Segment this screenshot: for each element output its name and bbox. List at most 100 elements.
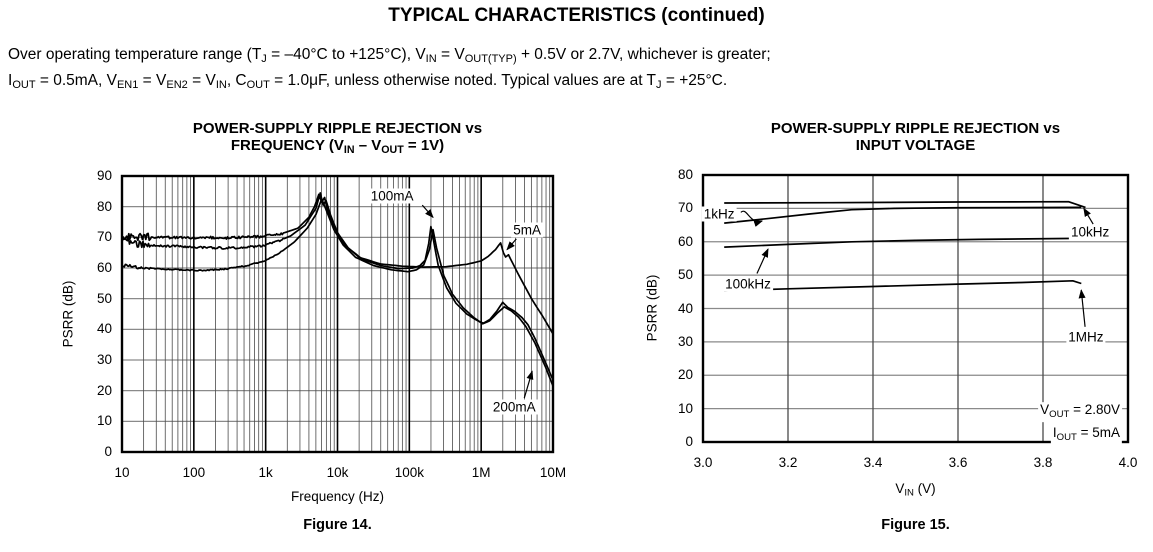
- x-tick-label: 4.0: [1118, 455, 1138, 470]
- subscript: IN: [904, 487, 914, 499]
- text-run: = 0.5mA, V: [35, 72, 117, 90]
- text-run: (V): [913, 481, 936, 496]
- y-tick-label: 60: [677, 233, 693, 249]
- text-run: I: [8, 72, 13, 90]
- text-run: POWER-SUPPLY RIPPLE REJECTION vs: [192, 120, 483, 137]
- text-run: + 0.5V or 2.7V, whichever is greater;: [516, 46, 771, 63]
- text-run: I: [1052, 424, 1057, 440]
- subscript: OUT(TYP): [464, 53, 517, 66]
- x-tick-label: 3.8: [1033, 455, 1053, 470]
- x-tick-label: 3.4: [863, 455, 883, 470]
- subscript: IN: [343, 143, 355, 156]
- text-run: = 1.0μF, unless otherwise noted. Typical…: [269, 72, 657, 90]
- annotation-arrow: [506, 238, 517, 251]
- annotation-100mA: 100mA: [368, 188, 416, 204]
- annotation-arrow: [756, 248, 769, 274]
- y-tick-label: 0: [685, 434, 693, 449]
- text-run: = 2.80V: [1069, 402, 1121, 418]
- annotation-100kHz: 100kHz: [723, 276, 773, 292]
- text-run: – V: [354, 137, 382, 154]
- curve-200mA: [121, 198, 554, 387]
- y-tick-label: 60: [96, 260, 112, 275]
- conditions-text: Over operating temperature range (TJ = –…: [8, 44, 1150, 96]
- y-tick-label: 30: [96, 352, 112, 367]
- page-title: TYPICAL CHARACTERISTICS (continued): [388, 5, 765, 26]
- subscript: IN: [425, 53, 437, 66]
- annotation-1MHz: 1MHz: [1066, 329, 1106, 345]
- annotation-arrow: [1083, 207, 1094, 225]
- y-tick-label: 80: [677, 167, 693, 182]
- text-run: Over operating temperature range (T: [8, 46, 262, 63]
- subscript: J: [261, 53, 267, 66]
- annotation-10kHz: 10kHz: [1069, 224, 1112, 240]
- fig15-x-axis-label: VIN (V): [703, 481, 1128, 499]
- fig15-title: POWER-SUPPLY RIPPLE REJECTION vs INPUT V…: [703, 120, 1128, 154]
- x-tick-label: 10M: [539, 465, 567, 480]
- y-tick-label: 30: [677, 333, 693, 349]
- annotation-arrow: [421, 204, 434, 219]
- text-run: 10kHz: [1071, 224, 1110, 240]
- x-tick-label: 10k: [326, 465, 349, 480]
- y-tick-label: 0: [104, 444, 112, 459]
- conditions-line-2: IOUT = 0.5mA, VEN1 = VEN2 = VIN, COUT = …: [8, 70, 1150, 96]
- x-tick-label: 100: [182, 465, 206, 480]
- text-run: INPUT VOLTAGE: [855, 137, 976, 154]
- subscript: OUT: [1056, 431, 1077, 443]
- text-run: = V: [187, 72, 216, 90]
- subscript: IN: [215, 79, 227, 92]
- y-tick-label: 70: [96, 229, 112, 245]
- y-tick-label: 90: [96, 168, 112, 183]
- subscript: OUT: [246, 79, 270, 92]
- fig14-y-axis-label: PSRR (dB): [60, 280, 76, 348]
- x-tick-label: 1M: [471, 465, 491, 480]
- plot-frame: [701, 173, 1130, 444]
- y-tick-label: 20: [677, 367, 693, 383]
- annotation-arrow: [740, 210, 764, 227]
- text-run: FREQUENCY (V: [230, 137, 344, 154]
- curve-100mA: [121, 192, 554, 381]
- subscript: J: [656, 79, 662, 92]
- subscript: EN2: [166, 79, 188, 92]
- curve-100kHz: [724, 237, 1078, 248]
- annotation-VOUT=2.80V: VOUT = 2.80V: [1038, 402, 1123, 423]
- text-run: = –40°C to +125°C), V: [266, 46, 426, 63]
- annotation-5mA: 5mA: [511, 222, 544, 238]
- y-tick-label: 40: [677, 300, 693, 316]
- text-run: = V: [138, 72, 167, 90]
- text-run: Frequency (Hz): [290, 489, 385, 504]
- text-run: 100kHz: [725, 276, 771, 292]
- x-tick-label: 3.2: [778, 455, 798, 470]
- text-run: 1kHz: [703, 206, 735, 222]
- text-run: = V: [436, 46, 465, 63]
- y-tick-label: 50: [677, 267, 693, 283]
- y-tick-label: 20: [96, 382, 112, 398]
- curve-1kHz: [724, 206, 1082, 224]
- text-run: 100mA: [370, 188, 414, 204]
- fig15-caption: Figure 15.: [881, 517, 950, 533]
- fig14-title: POWER-SUPPLY RIPPLE REJECTION vs FREQUEN…: [122, 120, 553, 159]
- text-run: 5mA: [513, 222, 542, 238]
- subscript: OUT: [381, 143, 404, 156]
- conditions-line-1: Over operating temperature range (TJ = –…: [8, 44, 1150, 70]
- y-tick-label: 10: [677, 400, 693, 416]
- x-tick-label: 3.0: [693, 455, 713, 470]
- y-tick-label: 80: [96, 198, 112, 214]
- annotation-1kHz: 1kHz: [701, 206, 737, 222]
- text-run: 1MHz: [1068, 329, 1104, 345]
- annotation-200mA: 200mA: [490, 399, 538, 415]
- y-tick-label: 10: [96, 413, 112, 429]
- text-run: 200mA: [492, 399, 536, 415]
- text-run: = 1V): [403, 137, 445, 154]
- text-run: , C: [226, 72, 247, 90]
- curve-10kHz: [724, 200, 1086, 209]
- text-run: = 5mA: [1076, 424, 1121, 440]
- fig14-title-line2: FREQUENCY (VIN – VOUT = 1V): [122, 137, 553, 159]
- curve-1MHz: [724, 279, 1082, 292]
- fig15-title-line2: INPUT VOLTAGE: [703, 137, 1128, 154]
- text-run: V: [1040, 402, 1050, 418]
- fig14-x-axis-label: Frequency (Hz): [122, 489, 553, 504]
- subscript: OUT: [1049, 409, 1070, 421]
